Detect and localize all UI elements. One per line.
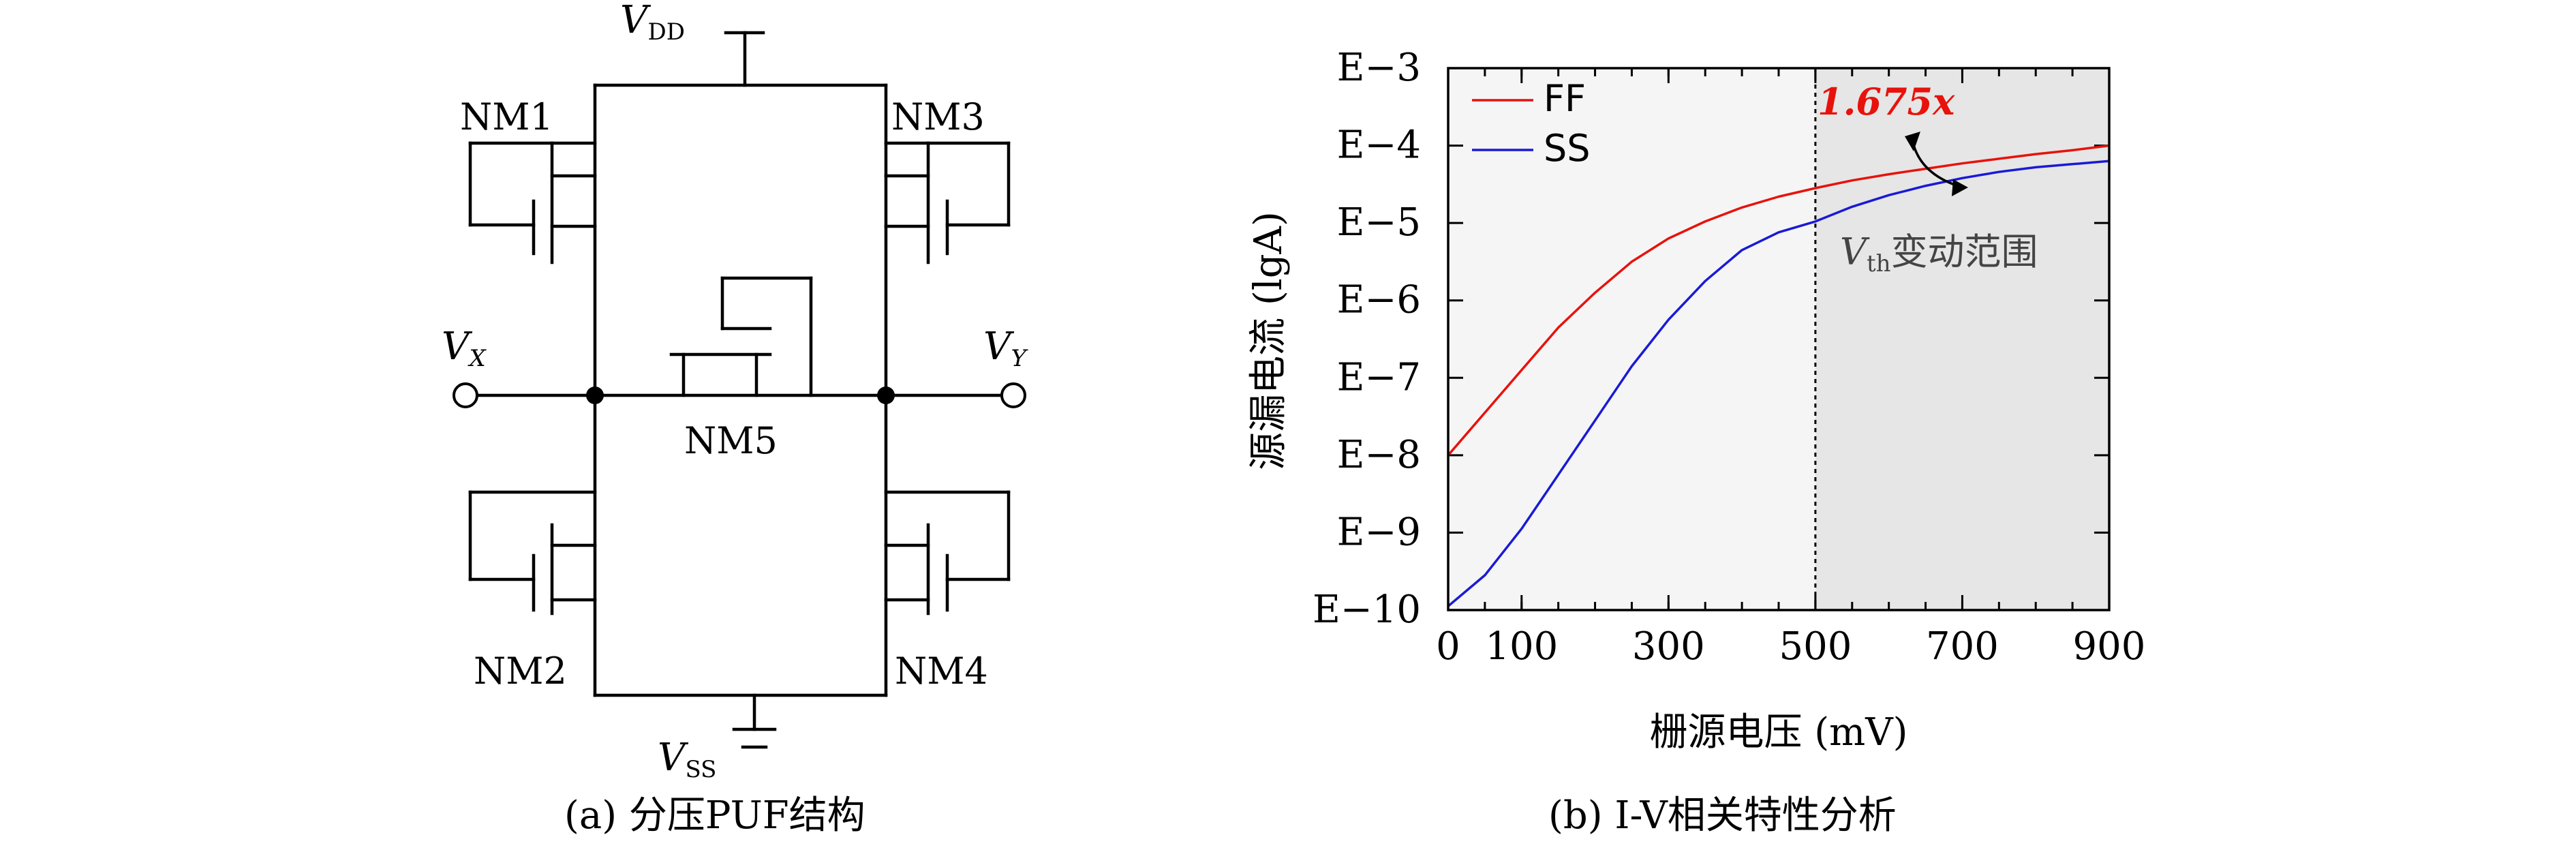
vss-label: VSS — [658, 735, 716, 783]
transistor-nm4 — [884, 490, 1011, 616]
y-axis-label: 源漏电流 (lgA) — [1246, 211, 1291, 470]
x-tick-label: 100 — [1485, 624, 1558, 669]
vy-label: VY — [983, 324, 1028, 372]
x-tick-label: 0 — [1436, 624, 1460, 669]
nm2-label: NM2 — [474, 650, 567, 693]
x-tick-label: 900 — [2073, 624, 2146, 669]
x-tick-label: 700 — [1926, 624, 1999, 669]
iv-chart: 0 100 300 500 700 900 E−3 E−4 E−5 E−6 E−7 E−8 E−9 E−1… — [1246, 46, 2145, 755]
nm5-label: NM5 — [684, 419, 778, 462]
legend: FF SS — [1472, 77, 1591, 170]
vth-range-label: Vth变动范围 — [1840, 230, 2038, 277]
node-left — [586, 386, 604, 404]
x-axis-label: 栅源电压 (mV) — [1649, 710, 1907, 755]
series-line-ff — [1447, 144, 2110, 457]
annotation-ratio: 1.675x — [1818, 80, 1955, 123]
node-right — [877, 386, 895, 404]
arrowhead-top — [1905, 132, 1920, 151]
y-tick-label: E−6 — [1337, 278, 1421, 322]
y-tick-label: E−3 — [1337, 46, 1421, 90]
nm1-label: NM1 — [460, 95, 553, 138]
plot-frame — [1447, 67, 2111, 611]
legend-label-ff: FF — [1544, 77, 1586, 120]
vy-terminal — [1000, 382, 1026, 408]
y-tick-label: E−9 — [1337, 510, 1421, 554]
x-tick-label: 300 — [1632, 624, 1705, 669]
y-tick-label: E−4 — [1337, 123, 1421, 168]
arrowhead-bottom — [1952, 179, 1968, 196]
caption-b: (b) I-V相关特性分析 — [1548, 793, 1897, 838]
vx-terminal — [453, 382, 478, 408]
y-tick-label: E−10 — [1313, 588, 1421, 632]
vdd-label: VDD — [620, 0, 685, 46]
series-line-ss — [1447, 160, 2110, 607]
y-tick-label: E−8 — [1337, 433, 1421, 477]
x-tick-label: 500 — [1779, 624, 1852, 669]
vx-label: VX — [442, 324, 487, 372]
nm3-label: NM3 — [891, 95, 985, 138]
transistor-nm3 — [884, 141, 1011, 264]
circuit-diagram — [468, 31, 1011, 749]
caption-a: (a) 分压PUF结构 — [564, 793, 865, 838]
legend-label-ss: SS — [1544, 127, 1591, 170]
plot-background — [1448, 68, 1815, 610]
y-tick-label: E−5 — [1337, 200, 1421, 245]
y-tick-label: E−7 — [1337, 355, 1421, 399]
transistor-nm1 — [468, 141, 597, 264]
vth-shaded-region — [1815, 68, 2109, 610]
transistor-nm2 — [468, 490, 597, 616]
nm4-label: NM4 — [895, 650, 988, 693]
transistor-nm5 — [593, 276, 888, 397]
